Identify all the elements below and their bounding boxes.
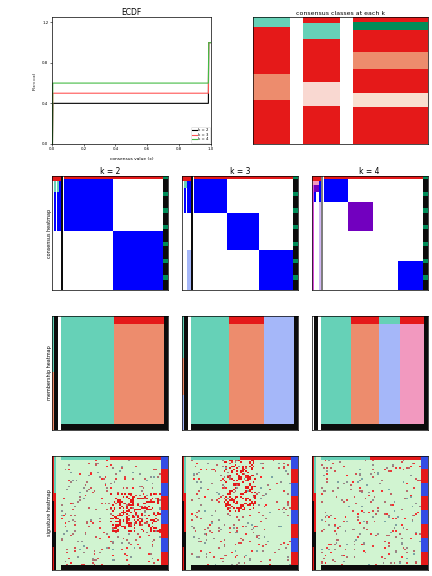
k = 3	[144, 90, 149, 97]
k = 2	[206, 39, 211, 46]
Line: k = 4: k = 4	[52, 43, 211, 144]
k = 2	[208, 39, 213, 46]
k = 4	[126, 79, 131, 86]
k = 3	[208, 39, 213, 46]
k = 3	[135, 90, 140, 97]
Title: consensus classes at each k: consensus classes at each k	[295, 11, 385, 16]
Line: k = 3: k = 3	[52, 43, 211, 144]
k = 3	[125, 90, 130, 97]
Title: k = 3: k = 3	[229, 166, 250, 176]
k = 3	[206, 39, 211, 46]
k = 4	[49, 141, 54, 147]
Legend: k = 2, k = 3, k = 4: k = 2, k = 3, k = 4	[191, 127, 210, 143]
k = 2	[125, 100, 130, 107]
k = 2	[49, 141, 54, 147]
k = 4	[204, 79, 210, 86]
X-axis label: consensus value (x): consensus value (x)	[110, 157, 153, 161]
k = 2	[135, 100, 140, 107]
k = 3	[180, 90, 185, 97]
Y-axis label: consensus heatmap: consensus heatmap	[47, 209, 51, 257]
Title: k = 2: k = 2	[100, 166, 120, 176]
k = 2	[126, 100, 131, 107]
k = 3	[204, 90, 210, 97]
k = 4	[206, 39, 211, 46]
k = 2	[144, 100, 149, 107]
k = 3	[49, 141, 54, 147]
k = 4	[135, 79, 140, 86]
Y-axis label: membership heatmap: membership heatmap	[47, 346, 51, 400]
Line: k = 2: k = 2	[52, 43, 211, 144]
Title: k = 4: k = 4	[359, 166, 380, 176]
k = 2	[204, 100, 210, 107]
Y-axis label: signature heatmap: signature heatmap	[47, 490, 51, 536]
k = 3	[126, 90, 131, 97]
Title: ECDF: ECDF	[121, 8, 142, 17]
k = 4	[125, 79, 130, 86]
k = 2	[180, 100, 185, 107]
k = 4	[208, 39, 213, 46]
k = 4	[144, 79, 149, 86]
k = 4	[180, 79, 185, 86]
Y-axis label: F(x<=x): F(x<=x)	[32, 71, 37, 90]
